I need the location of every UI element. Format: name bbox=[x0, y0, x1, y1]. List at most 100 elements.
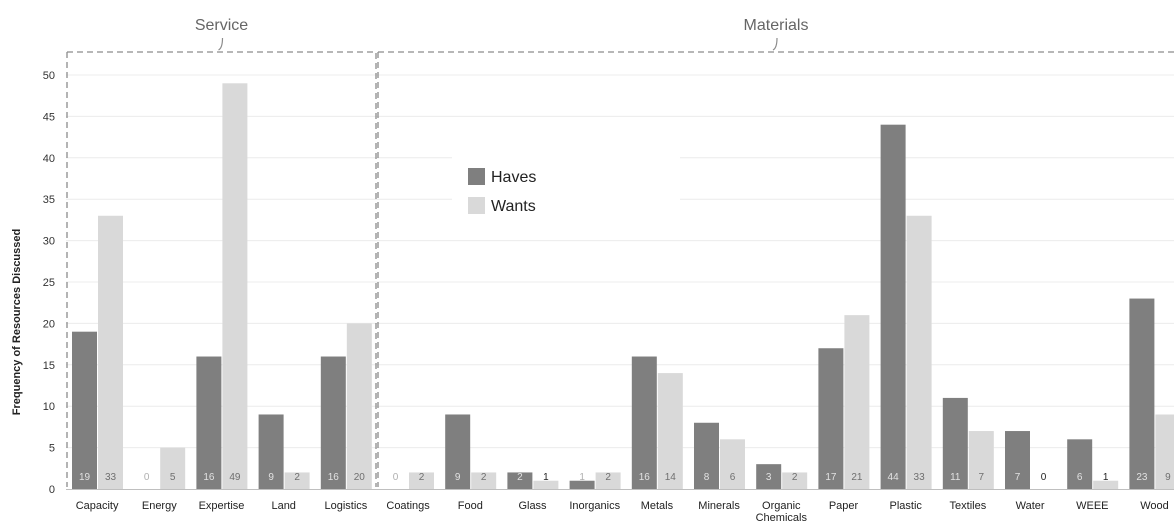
bar-haves-minerals bbox=[694, 422, 719, 489]
x-tick-label-land: Land bbox=[271, 500, 295, 512]
data-label-wants-land: 2 bbox=[294, 472, 300, 483]
bar-wants-capacity bbox=[98, 215, 123, 489]
data-label-haves-coatings: 0 bbox=[393, 472, 399, 483]
data-label-wants-metals: 14 bbox=[665, 472, 677, 483]
legend-label-wants: Wants bbox=[491, 198, 536, 215]
y-tick-label: 30 bbox=[43, 236, 55, 248]
x-tick-label-minerals: Minerals bbox=[698, 500, 740, 512]
legend-background bbox=[452, 155, 680, 235]
x-tick-label-energy: Energy bbox=[142, 500, 177, 512]
bar-haves-plastic bbox=[880, 124, 906, 490]
data-label-haves-water: 7 bbox=[1015, 472, 1021, 483]
y-tick-label: 40 bbox=[43, 153, 55, 165]
bar-wants-minerals bbox=[720, 439, 745, 489]
data-label-wants-plastic: 33 bbox=[914, 472, 926, 483]
group-label-materials: Materials bbox=[744, 17, 809, 34]
data-label-haves-land: 9 bbox=[268, 472, 274, 483]
x-tick-label-organic-chemicals: Organic Chemicals bbox=[756, 500, 808, 524]
bar-wants-food bbox=[471, 472, 497, 489]
bar-haves-wood bbox=[1129, 298, 1155, 489]
y-tick-label: 10 bbox=[43, 401, 55, 413]
x-tick-label-wood: Wood bbox=[1140, 500, 1169, 512]
data-label-haves-metals: 16 bbox=[639, 472, 651, 483]
x-tick-label-glass: Glass bbox=[518, 500, 547, 512]
x-tick-label-water: Water bbox=[1016, 500, 1045, 512]
x-tick-label-coatings: Coatings bbox=[386, 500, 430, 512]
bar-wants-glass bbox=[533, 480, 559, 489]
bar-haves-food bbox=[445, 414, 471, 489]
x-tick-label-paper: Paper bbox=[829, 500, 859, 512]
legend-label-haves: Haves bbox=[491, 169, 536, 186]
data-label-wants-capacity: 33 bbox=[105, 472, 117, 483]
bar-wants-wood bbox=[1155, 414, 1174, 489]
x-tick-label-metals: Metals bbox=[641, 500, 674, 512]
y-axis: 0 5 10 15 20 25 30 35 40 45 50 bbox=[43, 70, 55, 496]
data-label-haves-logistics: 16 bbox=[328, 472, 340, 483]
bar-wants-logistics bbox=[346, 323, 372, 489]
category-groups: Service Materials bbox=[66, 17, 1174, 487]
data-label-haves-weee: 6 bbox=[1077, 472, 1083, 483]
group-box-service bbox=[66, 51, 377, 487]
y-tick-label: 35 bbox=[43, 194, 55, 206]
bar-haves-expertise bbox=[196, 356, 222, 489]
data-label-haves-inorganics: 1 bbox=[579, 472, 585, 483]
bar-haves-inorganics bbox=[569, 480, 595, 489]
legend: Haves Wants bbox=[452, 155, 680, 235]
legend-swatch-haves bbox=[468, 168, 485, 185]
bar-wants-textiles bbox=[968, 431, 994, 489]
bar-wants-organic-chemicals bbox=[782, 472, 808, 489]
bar-wants-inorganics bbox=[595, 472, 621, 489]
bar-haves-metals bbox=[631, 356, 657, 489]
x-tick-label-weee: WEEE bbox=[1076, 500, 1108, 512]
data-label-wants-water: 0 bbox=[1041, 472, 1047, 483]
group-brace-service bbox=[218, 37, 224, 51]
data-label-haves-glass: 2 bbox=[517, 472, 523, 483]
gridlines bbox=[66, 74, 1174, 449]
bar-wants-energy bbox=[160, 447, 186, 489]
data-label-haves-organic-chemicals: 3 bbox=[766, 472, 772, 483]
bar-haves-logistics bbox=[320, 356, 346, 489]
group-label-service: Service bbox=[195, 17, 248, 34]
x-tick-label-logistics: Logistics bbox=[325, 500, 368, 512]
data-label-wants-inorganics: 2 bbox=[605, 472, 611, 483]
bar-haves-capacity bbox=[72, 331, 97, 489]
y-tick-label: 45 bbox=[43, 111, 55, 123]
data-label-haves-energy: 0 bbox=[144, 472, 150, 483]
data-label-wants-weee: 1 bbox=[1103, 472, 1109, 483]
data-label-wants-paper: 21 bbox=[851, 472, 863, 483]
y-tick-label: 5 bbox=[49, 443, 55, 455]
bar-haves-water bbox=[1005, 431, 1030, 489]
bar-wants-metals bbox=[657, 373, 683, 489]
data-label-haves-capacity: 19 bbox=[79, 472, 91, 483]
bar-wants-coatings bbox=[409, 472, 434, 489]
data-label-wants-coatings: 2 bbox=[419, 472, 425, 483]
x-tick-label-capacity: Capacity bbox=[76, 500, 119, 512]
data-label-wants-organic-chemicals: 2 bbox=[792, 472, 798, 483]
data-label-wants-glass: 1 bbox=[543, 472, 549, 483]
data-label-wants-minerals: 6 bbox=[730, 472, 736, 483]
bar-wants-expertise bbox=[222, 83, 248, 489]
y-tick-label: 0 bbox=[49, 484, 55, 496]
data-label-wants-textiles: 7 bbox=[979, 472, 985, 483]
data-label-wants-energy: 5 bbox=[170, 472, 176, 483]
y-tick-label: 15 bbox=[43, 360, 55, 372]
data-label-haves-plastic: 44 bbox=[888, 472, 900, 483]
data-label-wants-wood: 9 bbox=[1165, 472, 1171, 483]
group-box-materials bbox=[377, 51, 1174, 487]
y-tick-label: 20 bbox=[43, 318, 55, 330]
group-brace-materials bbox=[772, 37, 778, 51]
legend-swatch-wants bbox=[468, 197, 485, 214]
x-tick-label-inorganics: Inorganics bbox=[569, 500, 620, 512]
data-label-wants-expertise: 49 bbox=[229, 472, 241, 483]
data-label-haves-minerals: 8 bbox=[704, 472, 710, 483]
bar-haves-glass bbox=[507, 472, 533, 489]
data-label-haves-food: 9 bbox=[455, 472, 461, 483]
bar-wants-weee bbox=[1093, 480, 1119, 489]
bar-haves-land bbox=[258, 414, 284, 489]
x-tick-label-plastic: Plastic bbox=[889, 500, 922, 512]
data-label-haves-expertise: 16 bbox=[203, 472, 215, 483]
data-label-haves-paper: 17 bbox=[825, 472, 837, 483]
data-label-haves-wood: 23 bbox=[1136, 472, 1148, 483]
